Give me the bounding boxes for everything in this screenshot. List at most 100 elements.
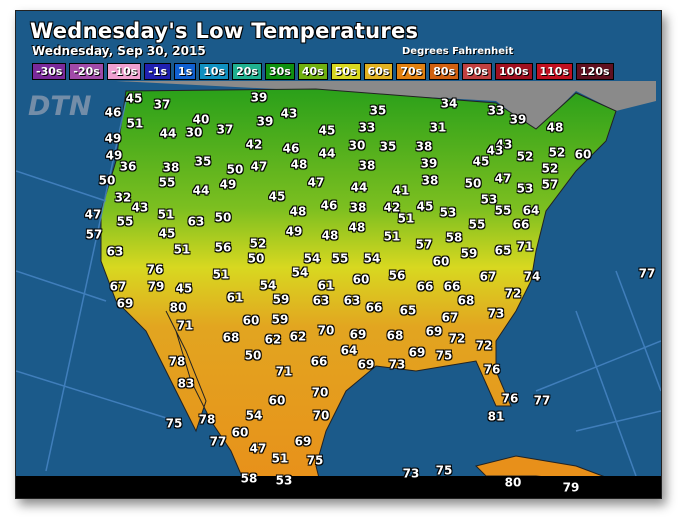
temperature-label: 39 bbox=[420, 156, 438, 171]
temperature-label: 64 bbox=[340, 343, 358, 358]
temperature-label: 48 bbox=[348, 220, 366, 235]
weather-map: Wednesday's Low Temperatures Wednesday, … bbox=[15, 10, 662, 499]
temperature-label: 73 bbox=[487, 306, 505, 321]
temperature-label: 54 bbox=[303, 251, 321, 266]
temperature-label: 79 bbox=[147, 279, 165, 294]
temperature-label: 62 bbox=[289, 329, 307, 344]
temperature-label: 71 bbox=[176, 318, 194, 333]
temperature-label: 71 bbox=[516, 239, 534, 254]
temperature-label: 63 bbox=[343, 293, 361, 308]
temperature-label: 46 bbox=[104, 105, 122, 120]
temperature-label: 47 bbox=[250, 159, 268, 174]
temperature-label: 38 bbox=[349, 200, 367, 215]
temperature-label: 45 bbox=[318, 123, 336, 138]
temperature-label: 58 bbox=[445, 230, 463, 245]
temperature-label: 50 bbox=[247, 251, 265, 266]
temperature-label: 50 bbox=[226, 162, 244, 177]
temperature-label: 80 bbox=[504, 475, 522, 490]
temperature-label: 40 bbox=[192, 112, 210, 127]
temperature-label: 70 bbox=[311, 385, 329, 400]
legend-swatch--20s: -20s bbox=[69, 63, 104, 80]
temperature-label: 75 bbox=[306, 453, 324, 468]
temperature-label: 65 bbox=[494, 243, 512, 258]
legend-swatch-70s: 70s bbox=[396, 63, 427, 80]
legend-swatch--30s: -30s bbox=[32, 63, 67, 80]
temperature-label: 42 bbox=[383, 200, 401, 215]
temperature-label: 46 bbox=[320, 198, 338, 213]
temperature-label: 33 bbox=[487, 103, 505, 118]
temperature-label: 60 bbox=[432, 254, 450, 269]
temperature-label: 75 bbox=[165, 416, 183, 431]
temperature-label: 78 bbox=[198, 412, 216, 427]
north-america-land bbox=[100, 88, 617, 487]
temperature-label: 46 bbox=[282, 141, 300, 156]
temperature-label: 52 bbox=[516, 149, 534, 164]
temperature-label: 38 bbox=[358, 158, 376, 173]
temperature-label: 51 bbox=[397, 211, 415, 226]
map-grid-lines bbox=[16, 100, 661, 477]
temperature-label: 47 bbox=[84, 207, 102, 222]
temperature-label: 67 bbox=[109, 279, 127, 294]
temperature-label: 51 bbox=[271, 451, 289, 466]
temperature-label: 53 bbox=[516, 181, 534, 196]
legend-swatch-120s: 120s bbox=[576, 63, 614, 80]
temperature-label: 63 bbox=[312, 293, 330, 308]
temperature-label: 70 bbox=[312, 408, 330, 423]
temperature-label: 35 bbox=[369, 103, 387, 118]
temperature-label: 66 bbox=[512, 217, 530, 232]
temperature-label: 68 bbox=[457, 293, 475, 308]
temperature-label: 81 bbox=[487, 409, 505, 424]
temperature-label: 43 bbox=[486, 143, 504, 158]
legend-swatch-110s: 110s bbox=[535, 63, 574, 80]
temperature-label: 62 bbox=[264, 332, 282, 347]
temperature-label: 59 bbox=[460, 246, 478, 261]
temperature-label: 66 bbox=[443, 279, 461, 294]
temperature-label: 44 bbox=[318, 146, 336, 161]
legend-swatch-90s: 90s bbox=[462, 63, 492, 80]
temperature-label: 68 bbox=[222, 330, 240, 345]
temperature-label: 54 bbox=[363, 251, 381, 266]
legend-swatch--10s: -10s bbox=[106, 63, 142, 80]
legend-swatch-1s: 1s bbox=[174, 63, 197, 80]
temperature-label: 51 bbox=[173, 242, 191, 257]
temperature-label: 64 bbox=[522, 203, 540, 218]
units-label: Degrees Fahrenheit bbox=[402, 46, 514, 57]
temperature-label: 61 bbox=[226, 290, 244, 305]
legend-swatch-30s: 30s bbox=[264, 63, 295, 80]
temperature-label: 37 bbox=[216, 122, 234, 137]
temperature-label: 77 bbox=[533, 393, 551, 408]
temperature-label: 45 bbox=[125, 91, 143, 106]
temperature-label: 34 bbox=[440, 96, 458, 111]
temperature-label: 79 bbox=[562, 480, 580, 495]
temperature-label: 33 bbox=[358, 120, 376, 135]
temperature-label: 43 bbox=[280, 106, 298, 121]
temperature-label: 44 bbox=[192, 183, 210, 198]
temperature-label: 58 bbox=[240, 471, 258, 486]
dtn-logo: DTN bbox=[28, 91, 92, 122]
temperature-label: 49 bbox=[285, 224, 303, 239]
temperature-label: 41 bbox=[392, 183, 410, 198]
temperature-label: 45 bbox=[175, 281, 193, 296]
temperature-label: 69 bbox=[425, 324, 443, 339]
temperature-label: 69 bbox=[349, 327, 367, 342]
temperature-label: 48 bbox=[546, 120, 564, 135]
temperature-label: 50 bbox=[464, 176, 482, 191]
legend-swatch-50s: 50s bbox=[330, 63, 361, 80]
temperature-label: 69 bbox=[408, 345, 426, 360]
temperature-label: 70 bbox=[317, 323, 335, 338]
legend-swatch-10s: 10s bbox=[199, 63, 230, 80]
temperature-label: 51 bbox=[157, 207, 175, 222]
map-header: Wednesday's Low Temperatures Wednesday, … bbox=[16, 11, 661, 83]
temperature-label: 49 bbox=[104, 131, 122, 146]
temperature-label: 38 bbox=[162, 160, 180, 175]
temperature-label: 59 bbox=[271, 312, 289, 327]
temperature-label: 45 bbox=[268, 189, 286, 204]
temperature-label: 43 bbox=[495, 137, 513, 152]
temperature-label: 37 bbox=[153, 97, 171, 112]
temperature-label: 76 bbox=[146, 262, 164, 277]
temperature-label: 76 bbox=[501, 391, 519, 406]
temperature-label: 35 bbox=[194, 154, 212, 169]
legend-swatch-40s: 40s bbox=[297, 63, 328, 80]
temperature-label: 52 bbox=[548, 145, 566, 160]
temperature-label: 50 bbox=[214, 210, 232, 225]
